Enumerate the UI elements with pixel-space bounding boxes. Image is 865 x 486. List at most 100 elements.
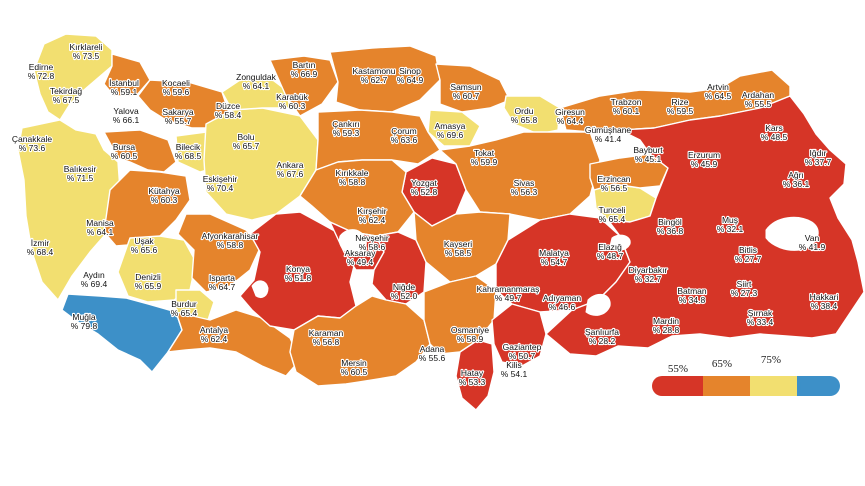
province-value-kirklareli: % 73.5 xyxy=(73,51,100,61)
province-name-sinop: Sinop xyxy=(399,66,421,76)
province-value-karabuk: % 60.3 xyxy=(279,101,306,111)
province-value-kocaeli: % 59.6 xyxy=(163,87,190,97)
region-erzincan xyxy=(589,153,669,191)
province-value-igdir: % 37.7 xyxy=(805,157,832,167)
province-name-kirklareli: Kırklareli xyxy=(69,42,102,52)
province-name-tunceli: Tunceli xyxy=(598,205,625,215)
province-name-diyarbakir: Diyarbakır xyxy=(629,265,668,275)
province-value-osmaniye: % 58.9 xyxy=(457,334,484,344)
province-value-afyonkarahisar: % 58.8 xyxy=(217,240,244,250)
province-name-nevsehir: Nevşehir xyxy=(355,233,389,243)
region-thrace-west xyxy=(33,33,113,121)
province-name-mugla: Muğla xyxy=(72,312,95,322)
province-name-usak: Uşak xyxy=(134,236,154,246)
lake-ataturk-dam xyxy=(585,293,611,316)
province-value-bitlis: % 27.7 xyxy=(735,254,762,264)
province-value-sakarya: % 55.7 xyxy=(165,116,192,126)
province-name-tekirdag: Tekirdağ xyxy=(50,86,82,96)
province-name-kirsehir: Kırşehir xyxy=(357,206,386,216)
province-name-kilis: Kilis xyxy=(506,360,522,370)
province-value-tokat: % 59.9 xyxy=(471,157,498,167)
province-name-isparta: Isparta xyxy=(209,273,235,283)
province-name-mardin: Mardin xyxy=(653,316,679,326)
region-samsun xyxy=(435,63,511,113)
lake-keban xyxy=(609,234,631,251)
province-value-batman: % 34.8 xyxy=(679,295,706,305)
province-name-batman: Batman xyxy=(677,286,707,296)
province-name-bilecik: Bilecik xyxy=(176,142,201,152)
province-name-malatya: Malatya xyxy=(539,248,569,258)
province-name-istanbul: İstanbul xyxy=(109,78,139,88)
province-name-ordu: Ordu xyxy=(515,106,534,116)
province-value-kastamonu: % 62.7 xyxy=(361,75,388,85)
province-value-nevsehir: % 58.6 xyxy=(359,242,386,252)
province-name-kirikkale: Kırıkkale xyxy=(335,168,368,178)
province-value-kilis: % 54.1 xyxy=(501,369,528,379)
region-karabuk-bartin xyxy=(269,55,339,117)
lake-beysehir xyxy=(251,280,269,299)
province-name-erzurum: Erzurum xyxy=(688,150,720,160)
province-value-hakkari: % 38.4 xyxy=(811,301,838,311)
province-value-tunceli: % 65.4 xyxy=(599,214,626,224)
province-name-tokat: Tokat xyxy=(474,148,495,158)
province-name-aksaray: Aksaray xyxy=(345,248,376,258)
province-value-erzurum: % 45.9 xyxy=(691,159,718,169)
province-value-sanliurfa: % 28.2 xyxy=(589,336,616,346)
province-value-artvin: % 64.5 xyxy=(705,91,732,101)
province-value-sirnak: % 33.4 xyxy=(747,317,774,327)
province-name-konya: Konya xyxy=(286,264,310,274)
province-value-rize: % 59.5 xyxy=(667,106,694,116)
region-afyon-isparta xyxy=(177,213,261,293)
province-value-kirikkale: % 58.8 xyxy=(339,177,366,187)
province-name-cankiri: Çankırı xyxy=(332,119,359,129)
province-value-siirt: % 27.3 xyxy=(731,288,758,298)
province-name-hakkari: Hakkari xyxy=(810,292,839,302)
province-value-mus: % 32.1 xyxy=(717,224,744,234)
province-name-bartin: Bartın xyxy=(293,60,316,70)
legend-threshold-2: 65% xyxy=(712,358,732,370)
region-hatay xyxy=(455,339,495,411)
province-name-mus: Muş xyxy=(722,215,738,225)
province-value-adiyaman: % 46.6 xyxy=(549,302,576,312)
region-aegean-west xyxy=(17,119,121,301)
legend-swatch-65-75 xyxy=(750,376,798,396)
province-name-erzincan: Erzincan xyxy=(597,174,630,184)
province-name-duzce: Düzce xyxy=(216,101,240,111)
province-value-ankara: % 67.6 xyxy=(277,169,304,179)
lake-tuz xyxy=(339,229,367,256)
province-value-istanbul: % 59.1 xyxy=(111,87,138,97)
province-name-canakkale: Çanakkale xyxy=(12,134,52,144)
province-name-aydin: Aydın xyxy=(83,270,105,280)
region-kastamonu-sinop xyxy=(329,45,441,113)
province-value-burdur: % 65.4 xyxy=(171,308,198,318)
province-value-duzce: % 58.4 xyxy=(215,110,242,120)
province-name-agri: Ağrı xyxy=(788,170,804,180)
region-kocaeli-sakarya xyxy=(137,79,231,129)
province-name-denizli: Denizli xyxy=(135,272,161,282)
region-kutahya-manisa xyxy=(103,169,191,247)
province-value-aksaray: % 49.4 xyxy=(347,257,374,267)
province-value-antalya: % 62.4 xyxy=(201,334,228,344)
province-name-kayseri: Kayseri xyxy=(444,239,472,249)
province-value-van: % 41.9 xyxy=(799,242,826,252)
province-name-manisa: Manisa xyxy=(86,218,114,228)
province-name-antalya: Antalya xyxy=(200,325,229,335)
province-name-mersin: Mersin xyxy=(341,358,367,368)
province-value-tekirdag: % 67.5 xyxy=(53,95,80,105)
province-value-sinop: % 64.9 xyxy=(397,75,424,85)
province-name-rize: Rize xyxy=(671,97,688,107)
province-value-konya: % 51.8 xyxy=(285,273,312,283)
province-value-isparta: % 64.7 xyxy=(209,282,236,292)
province-name-kahramanmaras: Kahramanmaraş xyxy=(477,284,540,294)
province-value-agri: % 36.1 xyxy=(783,179,810,189)
province-value-bingol: % 36.8 xyxy=(657,226,684,236)
legend-swatch-above-75-end xyxy=(800,376,840,396)
province-name-sivas: Sivas xyxy=(514,178,535,188)
legend-threshold-3: 75% xyxy=(761,354,781,366)
province-name-edirne: Edirne xyxy=(29,62,54,72)
province-name-giresun: Giresun xyxy=(555,107,585,117)
province-name-burdur: Burdur xyxy=(171,299,197,309)
lakes xyxy=(63,106,819,316)
province-value-ordu: % 65.8 xyxy=(511,115,538,125)
